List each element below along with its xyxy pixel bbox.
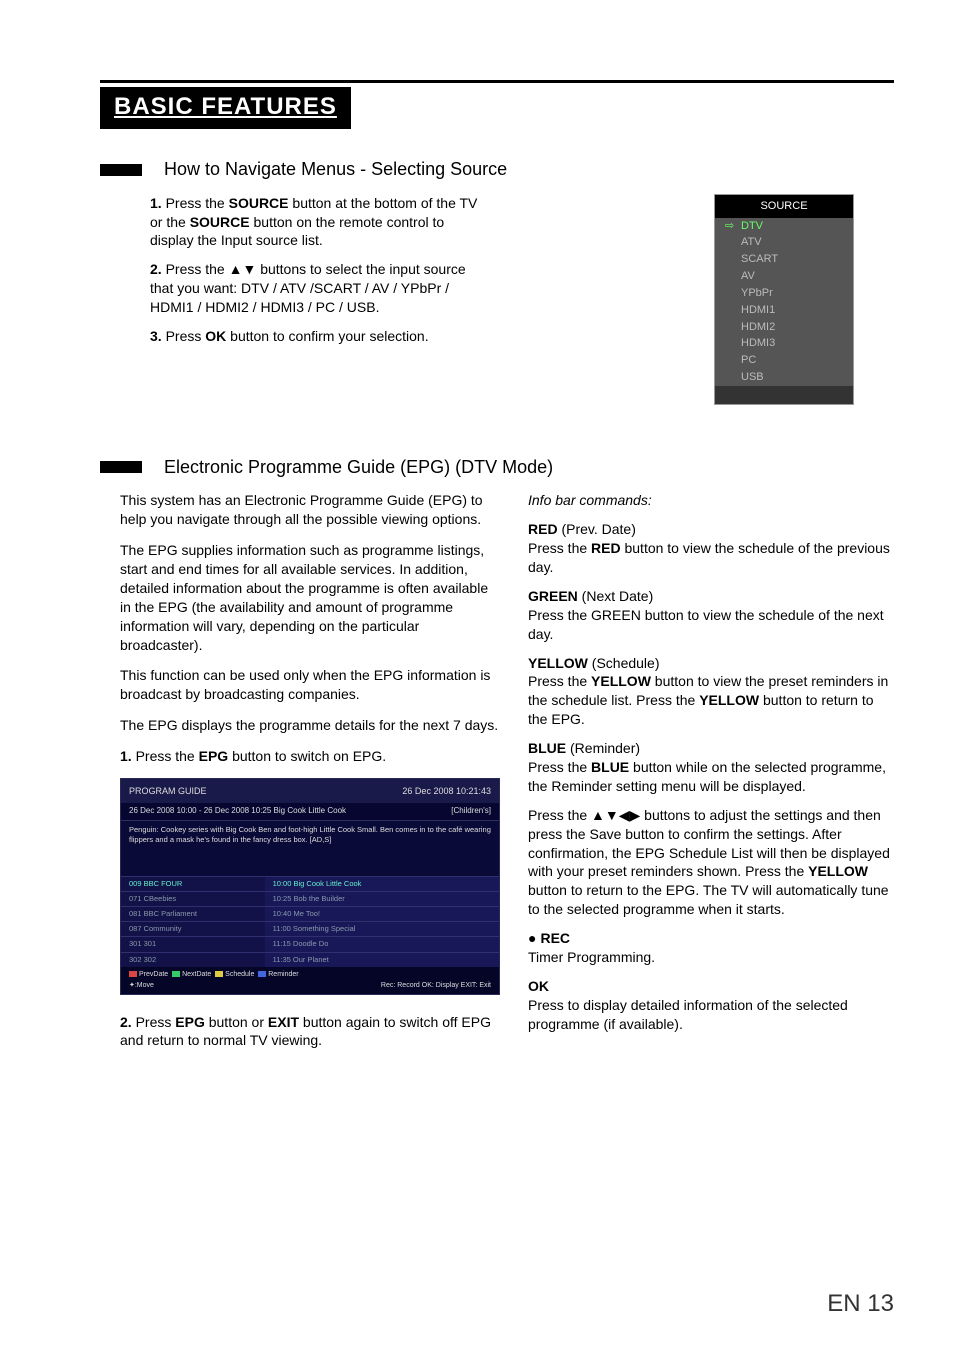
section1-bar: [100, 164, 142, 176]
source-item[interactable]: PC: [715, 352, 853, 369]
info-bar-label: Info bar commands:: [528, 491, 894, 510]
section2-right: Info bar commands: RED (Prev. Date)Press…: [528, 491, 894, 1062]
howto-steps-list: 1. Press the SOURCE button at the bottom…: [100, 194, 483, 346]
section2-heading-row: Electronic Programme Guide (EPG) (DTV Mo…: [100, 455, 894, 479]
epg-row[interactable]: 081 BBC Parliament10:40 Me Too!: [121, 907, 499, 922]
info-block: BLUE (Reminder)Press the BLUE button whi…: [528, 739, 894, 796]
source-item[interactable]: DTV: [715, 218, 853, 235]
source-menu-items: DTVATVSCARTAVYPbPrHDMI1HDMI2HDMI3PCUSB: [715, 218, 853, 386]
section2-bar: [100, 461, 142, 473]
section1-heading: How to Navigate Menus - Selecting Source: [164, 157, 507, 181]
epg-footer: PrevDate NextDate Schedule Reminder ✦:Mo…: [121, 967, 499, 994]
epg-table: 009 BBC FOUR10:00 Big Cook Little Cook07…: [121, 876, 499, 967]
rec-body: Timer Programming.: [528, 949, 655, 965]
ok-title: OK: [528, 978, 549, 994]
epg-header-left: PROGRAM GUIDE: [129, 785, 207, 797]
info-block: GREEN (Next Date)Press the GREEN button …: [528, 587, 894, 644]
howto-step: 2. Press the ▲▼ buttons to select the in…: [150, 260, 483, 317]
source-item[interactable]: HDMI2: [715, 319, 853, 336]
info-block: YELLOW (Schedule)Press the YELLOW button…: [528, 654, 894, 730]
source-item[interactable]: YPbPr: [715, 285, 853, 302]
ok-body: Press to display detailed information of…: [528, 997, 848, 1032]
section2-para: This system has an Electronic Programme …: [100, 491, 500, 529]
source-item[interactable]: SCART: [715, 251, 853, 268]
nav-para: Press the ▲▼◀▶ buttons to adjust the set…: [528, 806, 894, 919]
epg-foot-chip: NextDate: [172, 971, 215, 978]
epg-row[interactable]: 087 Community11:00 Something Special: [121, 922, 499, 937]
epg-foot-right: Rec: Record OK: Display EXIT: Exit: [381, 981, 491, 990]
epg-row[interactable]: 009 BBC FOUR10:00 Big Cook Little Cook: [121, 876, 499, 891]
page-title: BASIC FEATURES: [100, 87, 351, 129]
epg-foot-chip: Reminder: [258, 971, 302, 978]
source-item[interactable]: ATV: [715, 234, 853, 251]
section2-step2: 2. Press EPG button or EXIT button again…: [100, 1013, 500, 1051]
section2-para: The EPG supplies information such as pro…: [100, 541, 500, 654]
section2-left-paras: This system has an Electronic Programme …: [100, 491, 500, 735]
section1-body: 1. Press the SOURCE button at the bottom…: [100, 194, 894, 405]
section2-left: This system has an Electronic Programme …: [100, 491, 500, 1062]
epg-foot-chip: PrevDate: [129, 971, 172, 978]
source-menu-footer: [715, 386, 853, 404]
top-rule: [100, 80, 894, 83]
epg-row[interactable]: 302 30211:35 Our Planet: [121, 952, 499, 967]
section2-heading: Electronic Programme Guide (EPG) (DTV Mo…: [164, 455, 553, 479]
epg-foot-chips: PrevDate NextDate Schedule Reminder: [129, 970, 302, 979]
section2-para: This function can be used only when the …: [100, 666, 500, 704]
ok-block: OK Press to display detailed information…: [528, 977, 894, 1034]
epg-header: PROGRAM GUIDE 26 Dec 2008 10:21:43: [121, 779, 499, 803]
epg-row[interactable]: 301 30111:15 Doodle Do: [121, 937, 499, 952]
rec-title: REC: [540, 930, 570, 946]
epg-desc-head-right: [Children's]: [451, 806, 491, 817]
color-blocks: RED (Prev. Date)Press the RED button to …: [528, 520, 894, 796]
section1-steps: 1. Press the SOURCE button at the bottom…: [100, 194, 483, 405]
epg-mock: PROGRAM GUIDE 26 Dec 2008 10:21:43 26 De…: [120, 778, 500, 995]
epg-desc-body: Penguin: Cookey series with Big Cook Ben…: [121, 821, 499, 876]
info-block: RED (Prev. Date)Press the RED button to …: [528, 520, 894, 577]
epg-desc-head: 26 Dec 2008 10:00 - 26 Dec 2008 10:25 Bi…: [121, 803, 499, 821]
rec-icon: [528, 930, 540, 946]
howto-step: 3. Press OK button to confirm your selec…: [150, 327, 483, 346]
source-item[interactable]: HDMI1: [715, 302, 853, 319]
epg-foot-chip: Schedule: [215, 971, 258, 978]
page-root: BASIC FEATURES How to Navigate Menus - S…: [0, 0, 954, 1102]
epg-row[interactable]: 071 CBeebies10:25 Bob the Builder: [121, 892, 499, 907]
section2-body: This system has an Electronic Programme …: [100, 491, 894, 1062]
epg-foot-move: ✦:Move: [129, 981, 154, 990]
epg-header-right: 26 Dec 2008 10:21:43: [402, 785, 491, 797]
source-item[interactable]: USB: [715, 369, 853, 386]
rec-block: REC Timer Programming.: [528, 929, 894, 967]
page-number: EN 13: [827, 1288, 894, 1320]
section2-para: The EPG displays the programme details f…: [100, 716, 500, 735]
section1-heading-row: How to Navigate Menus - Selecting Source: [100, 157, 894, 181]
section2-step1: 1. Press the EPG button to switch on EPG…: [100, 747, 500, 766]
source-menu-title: SOURCE: [715, 195, 853, 218]
howto-step: 1. Press the SOURCE button at the bottom…: [150, 194, 483, 251]
source-item[interactable]: AV: [715, 268, 853, 285]
source-menu[interactable]: SOURCE DTVATVSCARTAVYPbPrHDMI1HDMI2HDMI3…: [714, 194, 854, 405]
epg-desc-head-left: 26 Dec 2008 10:00 - 26 Dec 2008 10:25 Bi…: [129, 806, 346, 817]
source-box-col: SOURCE DTVATVSCARTAVYPbPrHDMI1HDMI2HDMI3…: [511, 194, 894, 405]
source-item[interactable]: HDMI3: [715, 335, 853, 352]
